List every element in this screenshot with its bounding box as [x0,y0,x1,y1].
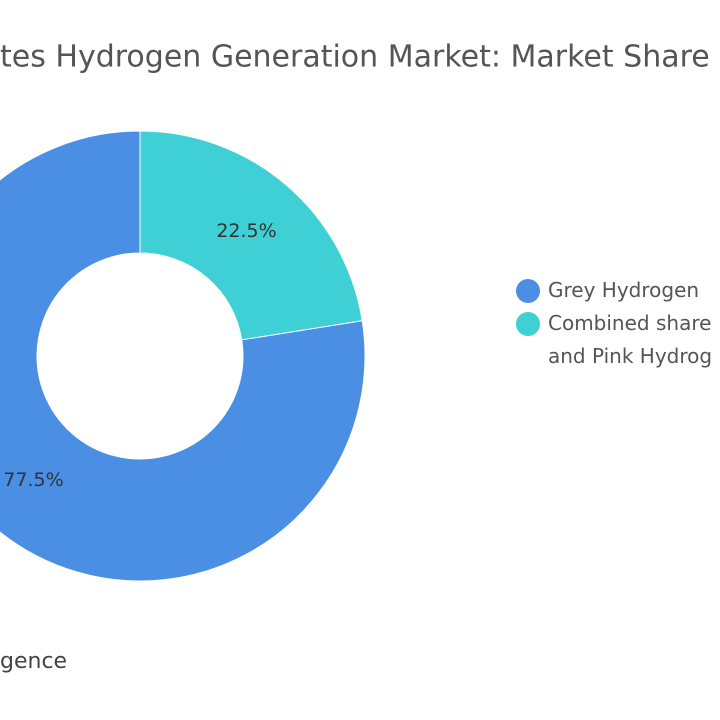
legend-label: Combined share and Pink Hydrog [548,311,713,368]
legend-marker [516,279,540,303]
chart-title: tes Hydrogen Generation Market: Market S… [0,40,720,75]
legend-label: Grey Hydrogen [548,278,700,302]
donut-slice [0,130,366,582]
donut-slice [139,130,363,341]
legend-marker [516,312,540,336]
source: gence [0,649,67,674]
data-label: 22.5% [216,220,276,242]
data-label: 77.5% [3,469,63,491]
